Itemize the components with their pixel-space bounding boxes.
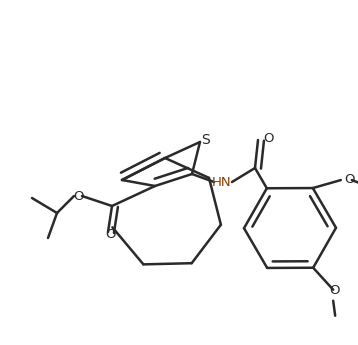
Text: O: O xyxy=(105,227,115,240)
Text: O: O xyxy=(73,189,83,203)
Text: S: S xyxy=(202,133,211,147)
Text: O: O xyxy=(344,172,354,186)
Text: O: O xyxy=(329,284,339,297)
Text: O: O xyxy=(263,131,273,145)
Text: HN: HN xyxy=(212,176,232,188)
